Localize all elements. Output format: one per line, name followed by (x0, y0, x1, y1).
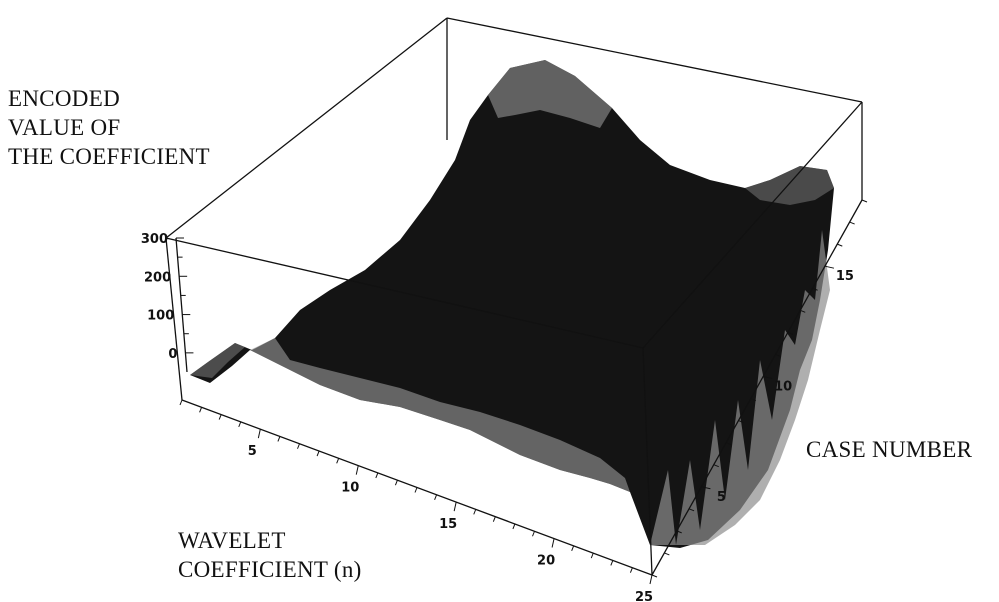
x-tick-mark (453, 501, 457, 512)
bounding-box-back (165, 17, 863, 239)
y-tick-mark (800, 309, 806, 313)
y-axis-line (651, 199, 863, 576)
x-tick-label-20: 20 (537, 554, 555, 569)
x-axis-title-line-1: WAVELET (178, 528, 286, 553)
y-tick-mark (664, 552, 670, 556)
x-tick-mark (492, 516, 496, 522)
x-tick-mark (336, 458, 340, 464)
x-tick-mark (532, 531, 535, 537)
x-axis-title: WAVELET COEFFICIENT (n) (178, 526, 362, 584)
y-tick-mark (676, 530, 682, 534)
surface-front-edge-highlight (250, 338, 630, 492)
y-tick-mark (849, 221, 855, 225)
y-tick-mark (651, 574, 658, 578)
surface-peak-highlight (488, 60, 612, 128)
x-tick-mark (316, 450, 320, 457)
surface-main (190, 60, 834, 548)
x-tick-label-15: 15 (439, 517, 457, 532)
x-tick-mark (218, 414, 222, 420)
y-tick-mark (763, 375, 773, 379)
box-edge-top-back (446, 17, 863, 103)
x-tick-mark (590, 552, 594, 559)
tick-labels: 5 10 15 20 25 5 10 15 300 200 100 0 (141, 232, 854, 602)
y-tick-mark (738, 420, 744, 424)
y-axis-title: CASE NUMBER (806, 437, 973, 462)
x-tick-mark (434, 494, 438, 500)
x-tick-mark (375, 472, 379, 479)
y-tick-mark (775, 353, 781, 357)
z-axis-title-line-3: THE COEFFICIENT (8, 144, 210, 169)
z-tick-label-300: 300 (141, 232, 168, 247)
z-axis-title-line-1: ENCODED (8, 86, 120, 111)
x-tick-mark (551, 538, 555, 548)
z-axis-title: ENCODED VALUE OF THE COEFFICIENT (8, 84, 210, 171)
x-tick-mark (199, 407, 203, 413)
box-edge-front-left-vertical (165, 237, 183, 401)
y-tick-mark (837, 243, 843, 247)
x-tick-mark (238, 421, 242, 428)
x-tick-mark (414, 487, 418, 493)
z-tick-label-0: 0 (168, 347, 177, 362)
z-tick-label-100: 100 (147, 309, 174, 324)
x-tick-mark (649, 574, 653, 585)
y-tick-mark (701, 486, 711, 490)
y-tick-mark (824, 265, 835, 269)
surface-right-spikes (650, 230, 830, 545)
x-tick-mark (629, 567, 633, 573)
y-tick-label-10: 10 (774, 379, 792, 394)
x-tick-mark (277, 436, 281, 442)
x-tick-mark (355, 465, 359, 475)
tick-marks (176, 199, 868, 585)
x-tick-label-5: 5 (248, 444, 257, 459)
x-tick-mark (179, 399, 183, 406)
x-tick-mark (473, 509, 477, 515)
y-tick-mark (750, 398, 757, 401)
x-tick-mark (512, 523, 516, 530)
y-tick-mark (787, 331, 794, 335)
y-tick-mark (688, 508, 695, 512)
box-edge-front-right-vertical (642, 347, 653, 576)
z-tick-label-200: 200 (144, 270, 171, 285)
x-tick-mark (571, 545, 575, 552)
z-axis-line (175, 237, 188, 373)
surface-left-ridge-highlight (190, 343, 245, 378)
surface-right-hump-highlight (745, 166, 834, 205)
x-tick-mark (297, 443, 300, 449)
y-tick-mark (713, 464, 719, 468)
x-tick-mark (610, 560, 614, 566)
y-tick-label-15: 15 (836, 269, 854, 284)
y-tick-label-5: 5 (717, 490, 726, 505)
z-axis-title-line-2: VALUE OF (8, 115, 121, 140)
surface-mesh (190, 60, 834, 548)
box-edge-top-left (165, 17, 448, 239)
y-tick-mark (812, 287, 818, 291)
y-tick-mark (725, 442, 732, 446)
x-axis-title-line-2: COEFFICIENT (n) (178, 557, 362, 582)
box-edge-top-right (642, 101, 863, 349)
y-tick-mark (861, 199, 868, 203)
x-tick-mark (257, 429, 261, 439)
x-tick-mark (394, 480, 398, 486)
box-edge-top-front (165, 237, 644, 349)
x-tick-label-25: 25 (635, 590, 653, 602)
x-tick-label-10: 10 (341, 481, 359, 496)
